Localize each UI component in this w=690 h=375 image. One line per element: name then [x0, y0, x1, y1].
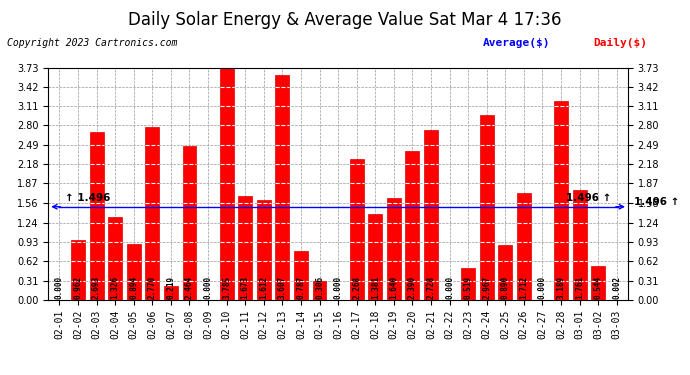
Bar [517, 193, 531, 300]
Text: Daily($): Daily($) [593, 38, 647, 48]
Text: 0.894: 0.894 [129, 276, 138, 299]
Bar [573, 190, 586, 300]
Bar [480, 115, 493, 300]
Bar [461, 268, 475, 300]
Text: 0.519: 0.519 [464, 276, 473, 299]
Bar [183, 146, 197, 300]
Bar [146, 128, 159, 300]
Bar [294, 251, 308, 300]
Bar [368, 214, 382, 300]
Text: 1.326: 1.326 [110, 276, 119, 299]
Text: 0.962: 0.962 [74, 276, 83, 299]
Bar [498, 244, 512, 300]
Text: 2.268: 2.268 [352, 276, 361, 299]
Text: 0.000: 0.000 [445, 276, 454, 299]
Text: 3.607: 3.607 [278, 276, 287, 299]
Bar [108, 217, 122, 300]
Text: 1.496 ↑: 1.496 ↑ [566, 193, 611, 203]
Bar [127, 244, 141, 300]
Text: Copyright 2023 Cartronics.com: Copyright 2023 Cartronics.com [7, 38, 177, 48]
Text: 1.640: 1.640 [389, 276, 398, 299]
Text: 0.544: 0.544 [593, 276, 602, 299]
Bar [591, 266, 605, 300]
Text: 2.693: 2.693 [92, 276, 101, 299]
Bar [406, 151, 420, 300]
Bar [164, 286, 178, 300]
Text: Daily Solar Energy & Average Value Sat Mar 4 17:36: Daily Solar Energy & Average Value Sat M… [128, 11, 562, 29]
Text: 0.000: 0.000 [333, 276, 343, 299]
Bar [275, 75, 289, 300]
Text: 0.306: 0.306 [315, 276, 324, 299]
Text: 0.219: 0.219 [166, 276, 175, 299]
Bar [238, 196, 252, 300]
Text: 3.189: 3.189 [557, 276, 566, 299]
Text: 2.464: 2.464 [185, 276, 194, 299]
Bar [257, 200, 270, 300]
Text: 1.496 ↑: 1.496 ↑ [633, 197, 679, 207]
Bar [313, 281, 326, 300]
Text: 1.761: 1.761 [575, 276, 584, 299]
Bar [554, 101, 568, 300]
Bar [219, 64, 234, 300]
Text: ↑ 1.496: ↑ 1.496 [65, 193, 110, 203]
Text: Average($): Average($) [483, 38, 551, 48]
Bar [424, 130, 438, 300]
Text: 0.000: 0.000 [538, 276, 547, 299]
Text: 1.381: 1.381 [371, 276, 380, 299]
Text: 0.002: 0.002 [612, 276, 621, 299]
Bar [90, 132, 104, 300]
Text: 2.967: 2.967 [482, 276, 491, 299]
Text: 0.000: 0.000 [204, 276, 213, 299]
Text: 2.728: 2.728 [426, 276, 435, 299]
Text: 2.770: 2.770 [148, 276, 157, 299]
Text: 0.890: 0.890 [501, 276, 510, 299]
Text: 0.787: 0.787 [297, 276, 306, 299]
Bar [71, 240, 85, 300]
Text: 3.785: 3.785 [222, 276, 231, 299]
Text: 2.390: 2.390 [408, 276, 417, 299]
Text: 1.612: 1.612 [259, 276, 268, 299]
Bar [387, 198, 401, 300]
Text: 1.712: 1.712 [520, 276, 529, 299]
Text: 0.000: 0.000 [55, 276, 64, 299]
Text: 1.673: 1.673 [241, 276, 250, 299]
Bar [350, 159, 364, 300]
